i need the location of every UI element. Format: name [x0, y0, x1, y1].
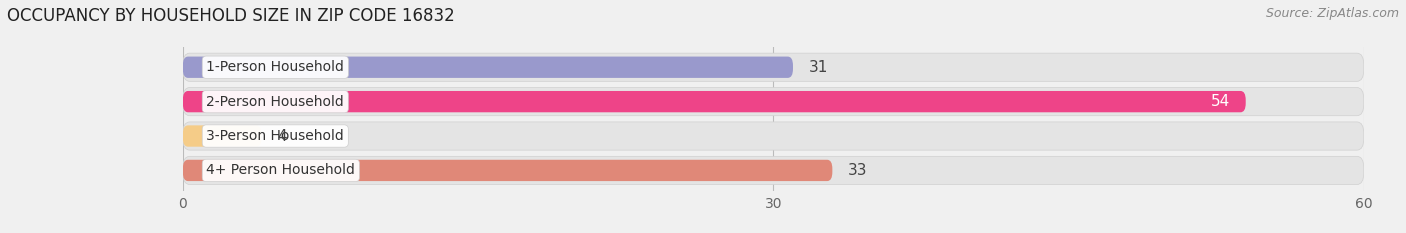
FancyBboxPatch shape [183, 156, 1364, 185]
Text: 2-Person Household: 2-Person Household [207, 95, 344, 109]
Text: 1-Person Household: 1-Person Household [207, 60, 344, 74]
Text: 31: 31 [808, 60, 828, 75]
Text: 54: 54 [1211, 94, 1230, 109]
Text: 4+ Person Household: 4+ Person Household [207, 163, 356, 177]
Text: 33: 33 [848, 163, 868, 178]
FancyBboxPatch shape [183, 122, 1364, 150]
FancyBboxPatch shape [183, 125, 262, 147]
FancyBboxPatch shape [183, 53, 1364, 81]
FancyBboxPatch shape [183, 88, 1364, 116]
FancyBboxPatch shape [183, 57, 793, 78]
Text: OCCUPANCY BY HOUSEHOLD SIZE IN ZIP CODE 16832: OCCUPANCY BY HOUSEHOLD SIZE IN ZIP CODE … [7, 7, 454, 25]
Text: Source: ZipAtlas.com: Source: ZipAtlas.com [1265, 7, 1399, 20]
FancyBboxPatch shape [183, 160, 832, 181]
FancyBboxPatch shape [183, 91, 1246, 112]
Text: 4: 4 [277, 129, 287, 144]
Text: 3-Person Household: 3-Person Household [207, 129, 344, 143]
